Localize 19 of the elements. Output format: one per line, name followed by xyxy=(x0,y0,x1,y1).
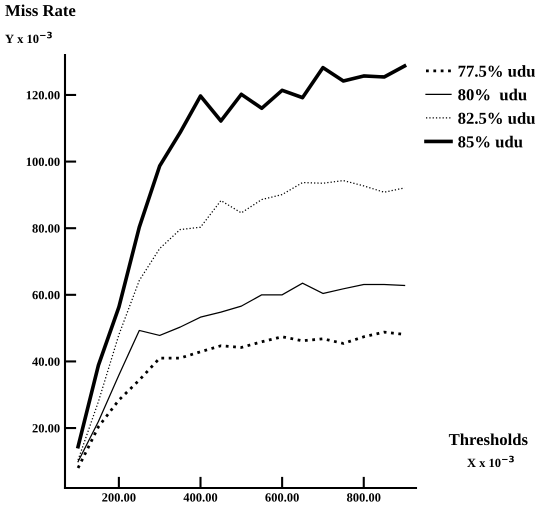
x-tick-label: 600.00 xyxy=(265,493,299,502)
y-tick-label: 60.00 xyxy=(32,290,60,300)
y-tick-label: 80.00 xyxy=(32,224,60,233)
y-tick-label: 120.00 xyxy=(26,90,60,100)
x-tick-label: 200.00 xyxy=(102,493,136,502)
x-tick-label: 800.00 xyxy=(346,493,380,502)
text: X x 10$^{−3}$ xyxy=(467,456,514,468)
text: Y x 10$^{−3}$ xyxy=(5,32,52,44)
y-tick-label: 40.00 xyxy=(32,357,60,366)
legend-label: 77.5% udu xyxy=(458,65,536,77)
x-tick-label: 400.00 xyxy=(183,493,218,502)
x-axis-title: Thresholds xyxy=(448,433,528,446)
legend-label: 85% udu xyxy=(458,136,523,148)
legend-label: 80% udu xyxy=(458,88,527,100)
y-tick-label: 20.00 xyxy=(32,424,60,433)
line-series xyxy=(76,64,406,449)
legend-label: 82.5% udu xyxy=(458,112,536,124)
y-tick-label: 100.00 xyxy=(26,158,60,166)
y-axis-title: Miss Rate xyxy=(5,4,76,16)
